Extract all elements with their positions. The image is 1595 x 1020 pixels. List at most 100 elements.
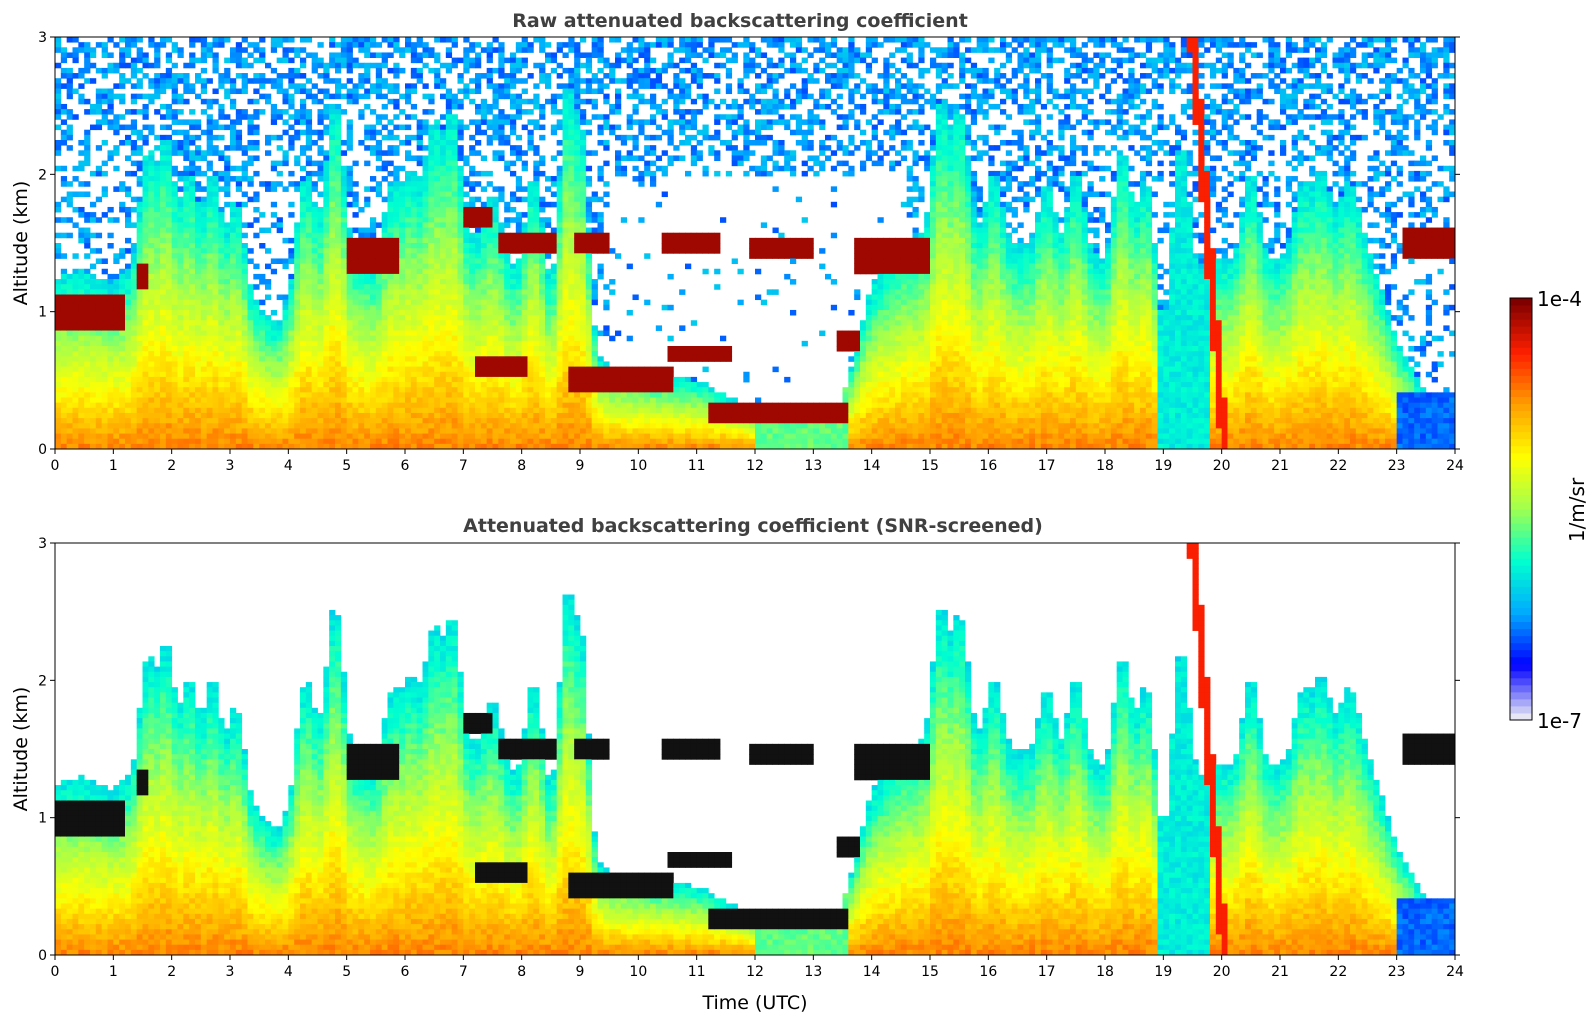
heatmap-cell [515, 243, 523, 249]
heatmap-cell [469, 366, 476, 373]
heatmap-cell [55, 315, 62, 321]
heatmap-cell [352, 37, 359, 43]
heatmap-cell [410, 67, 418, 74]
heatmap-cell [212, 346, 219, 352]
heatmap-cell [422, 42, 429, 48]
heatmap-cell [521, 340, 528, 347]
heatmap-cell [224, 371, 231, 378]
heatmap-cell [399, 387, 406, 393]
heatmap-cell [119, 273, 126, 280]
heatmap-cell [200, 129, 208, 136]
heatmap-cell [457, 309, 464, 316]
heatmap-cell [113, 114, 120, 120]
heatmap-cell [329, 181, 336, 187]
heatmap-cell [142, 382, 149, 388]
heatmap-cell [276, 392, 283, 398]
heatmap-cell [119, 433, 126, 440]
heatmap-cell [475, 299, 482, 306]
heatmap-cell [177, 366, 184, 373]
heatmap-cell [230, 237, 237, 244]
heatmap-cell [60, 340, 68, 347]
heatmap-cell [335, 371, 342, 378]
heatmap-cell [294, 433, 301, 440]
heatmap-cell [469, 443, 476, 450]
heatmap-cell [160, 212, 167, 218]
heatmap-cell [323, 392, 330, 398]
heatmap-cell [218, 330, 225, 337]
heatmap-cell [457, 212, 464, 218]
heatmap-cell [259, 387, 266, 393]
heatmap-cell [515, 42, 523, 48]
heatmap-cell [434, 248, 441, 254]
heatmap-cell [171, 227, 178, 234]
heatmap-cell [253, 361, 260, 367]
heatmap-cell [428, 52, 435, 58]
heatmap-cell [346, 78, 353, 84]
heatmap-cell [515, 176, 523, 182]
heatmap-cell [393, 258, 400, 264]
heatmap-cell [200, 325, 208, 331]
heatmap-cell [370, 325, 377, 331]
heatmap-cell [136, 206, 143, 213]
heatmap-cell [148, 433, 155, 440]
heatmap-cell [317, 191, 324, 198]
heatmap-cell [148, 418, 155, 424]
heatmap-cell [270, 361, 278, 367]
heatmap-cell [195, 145, 202, 151]
heatmap-cell [206, 402, 213, 409]
heatmap-cell [375, 382, 383, 388]
heatmap-cell [422, 124, 429, 131]
heatmap-cell [90, 62, 97, 69]
heatmap-cell [95, 124, 103, 131]
heatmap-cell [282, 155, 289, 161]
heatmap-cell [305, 438, 313, 445]
heatmap-cell [515, 387, 523, 393]
heatmap-cell [387, 52, 394, 58]
heatmap-cell [381, 124, 388, 131]
heatmap-cell [294, 335, 301, 342]
heatmap-cell [405, 335, 412, 342]
heatmap-cell [154, 253, 161, 259]
heatmap-cell [253, 371, 260, 378]
heatmap-cell [95, 407, 103, 414]
heatmap-cell [55, 361, 62, 367]
heatmap-cell [171, 289, 178, 295]
heatmap-cell [55, 412, 62, 419]
heatmap-cell [171, 361, 178, 367]
heatmap-cell [206, 206, 213, 213]
heatmap-cell [288, 181, 295, 187]
heatmap-cell [440, 284, 447, 290]
heatmap-cell [265, 428, 272, 434]
heatmap-cell [90, 232, 97, 239]
heatmap-cell [253, 263, 260, 270]
heatmap-cell [305, 325, 313, 331]
heatmap-cell [154, 438, 161, 445]
heatmap-cell [346, 443, 353, 450]
heatmap-cell [60, 181, 68, 187]
heatmap-cell [370, 88, 377, 95]
heatmap-cell [84, 356, 91, 362]
heatmap-cell [230, 248, 237, 254]
heatmap-cell [375, 145, 383, 151]
heatmap-cell [265, 351, 272, 357]
heatmap-cell [148, 366, 155, 373]
heatmap-cell [171, 433, 178, 440]
heatmap-cell [253, 98, 260, 105]
heatmap-cell [375, 114, 383, 120]
heatmap-cell [130, 145, 138, 151]
heatmap-cell [288, 47, 295, 53]
heatmap-cell [66, 433, 73, 440]
heatmap-cell [457, 119, 464, 125]
heatmap-cell [405, 387, 412, 393]
heatmap-cell [457, 433, 464, 440]
heatmap-cell [440, 186, 447, 192]
heatmap-cell [457, 98, 464, 105]
heatmap-cell [212, 371, 219, 378]
heatmap-cell [142, 387, 149, 393]
heatmap-cell [72, 273, 79, 280]
heatmap-cell [136, 438, 143, 445]
heatmap-cell [195, 428, 202, 434]
heatmap-cell [101, 371, 108, 378]
heatmap-cell [364, 93, 371, 100]
heatmap-cell [475, 248, 482, 254]
